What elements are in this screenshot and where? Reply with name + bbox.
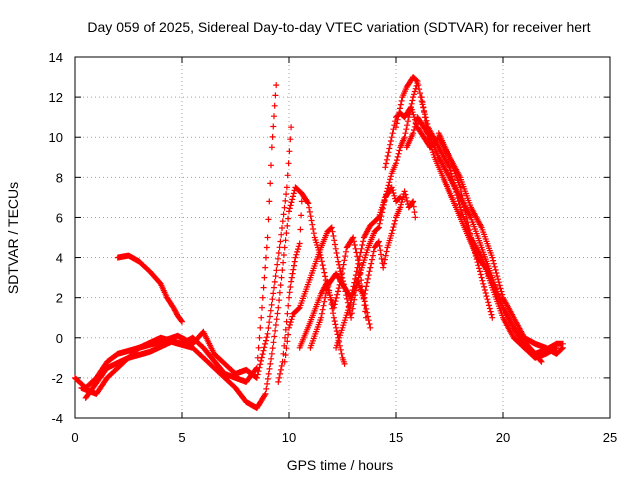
x-tick-label: 15 [389, 430, 403, 445]
y-tick-label: -2 [51, 371, 63, 386]
x-tick-label: 20 [496, 430, 510, 445]
series-marks [281, 224, 374, 365]
data-series [72, 74, 566, 411]
y-tick-label: 0 [56, 331, 63, 346]
y-tick-label: 4 [56, 251, 63, 266]
series-track-5 [275, 198, 305, 385]
series-marks [307, 184, 404, 351]
x-axis-label: GPS time / hours [287, 457, 394, 473]
x-tick-labels: 0 5 10 15 20 25 [71, 430, 617, 445]
x-tick-label: 5 [178, 430, 185, 445]
series-track-13 [403, 114, 560, 361]
y-tick-label: 8 [56, 170, 63, 185]
series-track-10 [360, 188, 419, 301]
y-tick-label: 12 [49, 90, 63, 105]
y-tick-label: 14 [49, 50, 63, 65]
chart-title: Day 059 of 2025, Sidereal Day-to-day VTE… [87, 19, 590, 35]
y-axis-label: SDTVAR / TECUs [5, 182, 21, 294]
x-tick-label: 10 [282, 430, 296, 445]
series-marks [275, 198, 305, 385]
y-tick-label: -4 [51, 411, 63, 426]
series-marks [435, 130, 566, 357]
series-track-6 [281, 224, 374, 365]
x-tick-label: 0 [71, 430, 78, 445]
y-tick-label: 2 [56, 291, 63, 306]
series-track-9 [333, 80, 421, 351]
series-track-4 [114, 252, 185, 325]
series-marks [82, 184, 369, 411]
series-marks [360, 188, 419, 301]
series-marks [114, 252, 185, 325]
y-tick-labels: -4 -2 0 2 4 6 8 10 12 14 [49, 50, 63, 426]
series-track-3 [82, 184, 369, 411]
plot-frame [74, 56, 611, 419]
axis-ticks [74, 56, 611, 419]
series-track-12 [393, 74, 566, 357]
series-marks [333, 80, 421, 351]
series-marks [393, 74, 566, 357]
series-track-8 [307, 184, 404, 351]
series-track-14 [418, 94, 545, 365]
series-marks [418, 94, 545, 365]
y-tick-label: 10 [49, 130, 63, 145]
series-track-15 [435, 130, 566, 357]
x-tick-label: 25 [603, 430, 617, 445]
series-marks [403, 114, 560, 361]
y-tick-label: 6 [56, 210, 63, 225]
